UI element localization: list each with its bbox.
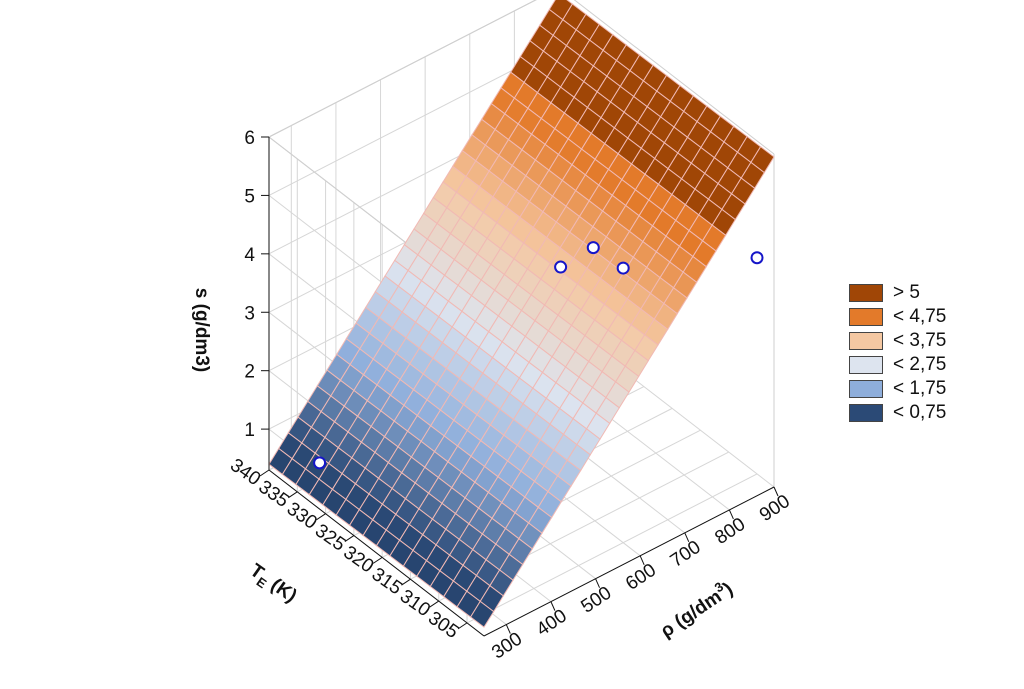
data-point: [616, 261, 630, 275]
surface-cell: [469, 600, 495, 628]
legend-label: > 5: [893, 282, 920, 303]
T-axis-title: TE (K): [244, 560, 300, 609]
legend-label: < 1,75: [893, 378, 947, 399]
legend-label: < 4,75: [893, 306, 947, 327]
legend: > 5 < 4,75 < 3,75 < 2,75 < 1,75 < 0,75: [849, 282, 947, 427]
data-point: [313, 456, 327, 470]
legend-swatch: [849, 380, 883, 398]
legend-item: > 5: [849, 282, 946, 303]
z-axis-title: s (g/dm3): [191, 288, 212, 372]
T-tick-label: 330: [283, 498, 321, 533]
legend-swatch: [849, 404, 883, 422]
z-tick-label: 1: [244, 420, 255, 441]
rho-tick-label: 800: [711, 514, 749, 549]
rho-tick: [728, 509, 734, 520]
rho-tick: [595, 578, 600, 588]
rho-tick-label: 900: [756, 491, 794, 526]
rho-tick-label: 400: [533, 605, 571, 640]
rho-tick: [684, 532, 690, 543]
rho-axis-line: [483, 486, 775, 637]
T-tick: [288, 491, 298, 499]
T-tick: [457, 622, 468, 630]
legend-swatch: [849, 356, 883, 374]
T-tick: [344, 535, 355, 542]
legend-swatch: [849, 332, 883, 350]
rho-tick-label: 600: [622, 560, 660, 595]
data-point: [586, 241, 600, 255]
box-edge: [268, 0, 537, 138]
T-tick-label: 310: [396, 586, 434, 621]
rho-tick: [773, 486, 779, 497]
rho-tick-label: 300: [488, 628, 526, 663]
surface-mesh: [268, 0, 775, 628]
legend-item: < 4,75: [849, 306, 947, 327]
rho-tick: [639, 555, 645, 565]
rho-tick-label: 500: [577, 583, 615, 618]
T-tick-label: 320: [339, 542, 377, 577]
legend-label: < 3,75: [893, 330, 947, 351]
rho-tick: [550, 601, 556, 611]
data-point: [554, 260, 568, 274]
T-tick: [316, 513, 326, 521]
z-tick-label: 4: [244, 245, 255, 266]
z-tick-label: 3: [244, 303, 255, 324]
wall-gridline-z: [268, 45, 560, 196]
legend-swatch: [849, 308, 883, 326]
rho-axis-title: ρ (g/dm3): [655, 575, 737, 642]
T-tick-label: 315: [368, 564, 406, 599]
z-tick-label: 6: [244, 128, 255, 149]
legend-item: < 0,75: [849, 402, 947, 423]
rho-tick-label: 700: [667, 537, 705, 572]
T-tick-label: 340: [226, 455, 264, 490]
T-tick-label: 305: [424, 608, 462, 643]
box-edge: [573, 0, 775, 155]
T-tick: [259, 469, 270, 477]
rho-tick: [505, 624, 511, 634]
data-points: [313, 241, 764, 470]
T-tick-label: 325: [311, 520, 349, 555]
legend-item: < 2,75: [849, 354, 947, 375]
T-tick: [401, 578, 411, 586]
legend-label: < 0,75: [893, 402, 947, 423]
legend-swatch: [849, 284, 883, 302]
z-tick-label: 5: [244, 186, 255, 207]
legend-label: < 2,75: [893, 354, 947, 375]
floor-gridline-T: [466, 473, 758, 624]
T-tick: [429, 600, 440, 608]
T-axis-line: [268, 469, 485, 637]
data-point: [750, 251, 764, 265]
T-tick-label: 335: [254, 477, 292, 512]
legend-item: < 3,75: [849, 330, 947, 351]
legend-item: < 1,75: [849, 378, 947, 399]
T-tick: [372, 556, 383, 564]
z-tick-label: 2: [244, 362, 255, 383]
